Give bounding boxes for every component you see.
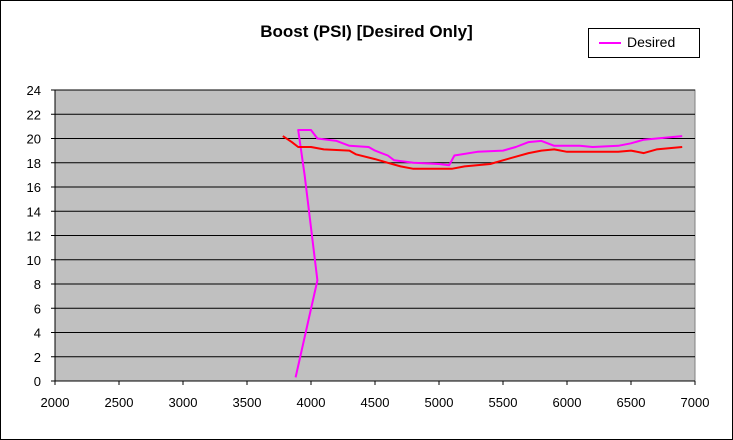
y-tick-label: 14 bbox=[27, 204, 41, 219]
x-tick-label: 6500 bbox=[617, 395, 646, 410]
y-tick-label: 10 bbox=[27, 253, 41, 268]
x-tick-label: 4500 bbox=[361, 395, 390, 410]
series-lines bbox=[282, 129, 683, 378]
x-tick-label: 7000 bbox=[681, 395, 710, 410]
y-tick-label: 6 bbox=[34, 301, 41, 316]
y-tick-label: 16 bbox=[27, 180, 41, 195]
x-tick-label: 3500 bbox=[233, 395, 262, 410]
y-tick-label: 18 bbox=[27, 156, 41, 171]
y-tick-label: 22 bbox=[27, 107, 41, 122]
y-tick-label: 4 bbox=[34, 326, 41, 341]
x-tick-label: 4000 bbox=[297, 395, 326, 410]
y-tick-label: 2 bbox=[34, 350, 41, 365]
x-tick-label: 3000 bbox=[169, 395, 198, 410]
x-tick-label: 6000 bbox=[553, 395, 582, 410]
axes bbox=[51, 89, 696, 385]
legend: Desired bbox=[588, 28, 700, 58]
y-tick-label: 0 bbox=[34, 374, 41, 389]
x-tick-label: 5000 bbox=[425, 395, 454, 410]
y-tick-label: 20 bbox=[27, 132, 41, 147]
x-tick-label: 5500 bbox=[489, 395, 518, 410]
legend-swatch-desired bbox=[599, 42, 621, 44]
legend-label-desired: Desired bbox=[627, 34, 676, 50]
chart-title: Boost (PSI) [Desired Only] bbox=[260, 22, 473, 41]
x-tick-label: 2000 bbox=[41, 395, 70, 410]
series-line-unnamed-1 bbox=[282, 135, 683, 170]
y-tick-label: 12 bbox=[27, 229, 41, 244]
y-tick-label: 24 bbox=[27, 83, 41, 98]
series-line-desired bbox=[294, 129, 683, 378]
x-tick-labels: 2000 2500 3000 3500 4000 4500 5000 5500 6000 6500… bbox=[41, 395, 710, 410]
x-tick-label: 2500 bbox=[105, 395, 134, 410]
y-tick-label: 8 bbox=[34, 277, 41, 292]
